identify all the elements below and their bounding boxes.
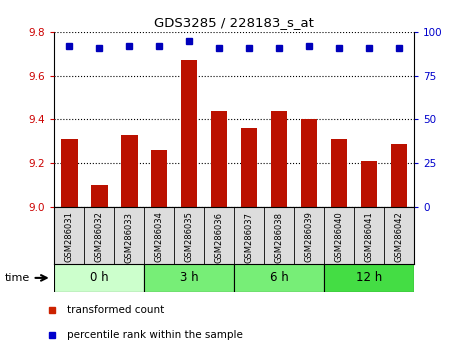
Text: GSM286037: GSM286037 xyxy=(245,212,254,263)
Text: GSM286034: GSM286034 xyxy=(155,212,164,263)
Bar xyxy=(151,150,167,207)
Text: 3 h: 3 h xyxy=(180,272,199,284)
Text: transformed count: transformed count xyxy=(67,305,164,315)
Text: GSM286040: GSM286040 xyxy=(334,212,343,262)
Bar xyxy=(54,264,144,292)
Bar xyxy=(241,128,257,207)
Text: GSM286041: GSM286041 xyxy=(364,212,374,262)
Text: GSM286031: GSM286031 xyxy=(65,212,74,263)
Bar xyxy=(301,119,317,207)
Text: 0 h: 0 h xyxy=(90,272,109,284)
Bar xyxy=(61,139,78,207)
Bar xyxy=(181,60,197,207)
Bar xyxy=(91,185,107,207)
Text: percentile rank within the sample: percentile rank within the sample xyxy=(67,330,243,339)
Text: GSM286038: GSM286038 xyxy=(274,212,284,263)
Text: GSM286032: GSM286032 xyxy=(95,212,104,263)
Text: GSM286042: GSM286042 xyxy=(394,212,403,262)
Text: GSM286036: GSM286036 xyxy=(215,212,224,263)
Text: GSM286039: GSM286039 xyxy=(305,212,314,263)
Text: 12 h: 12 h xyxy=(356,272,382,284)
Bar xyxy=(271,111,287,207)
Title: GDS3285 / 228183_s_at: GDS3285 / 228183_s_at xyxy=(154,16,314,29)
Text: GSM286033: GSM286033 xyxy=(125,212,134,263)
Text: time: time xyxy=(5,273,30,283)
Bar xyxy=(324,264,414,292)
Bar xyxy=(391,144,407,207)
Bar xyxy=(234,264,324,292)
Bar xyxy=(211,111,228,207)
Bar xyxy=(331,139,347,207)
Bar xyxy=(144,264,234,292)
Bar xyxy=(361,161,377,207)
Text: 6 h: 6 h xyxy=(270,272,289,284)
Text: GSM286035: GSM286035 xyxy=(184,212,194,263)
Bar xyxy=(121,135,138,207)
